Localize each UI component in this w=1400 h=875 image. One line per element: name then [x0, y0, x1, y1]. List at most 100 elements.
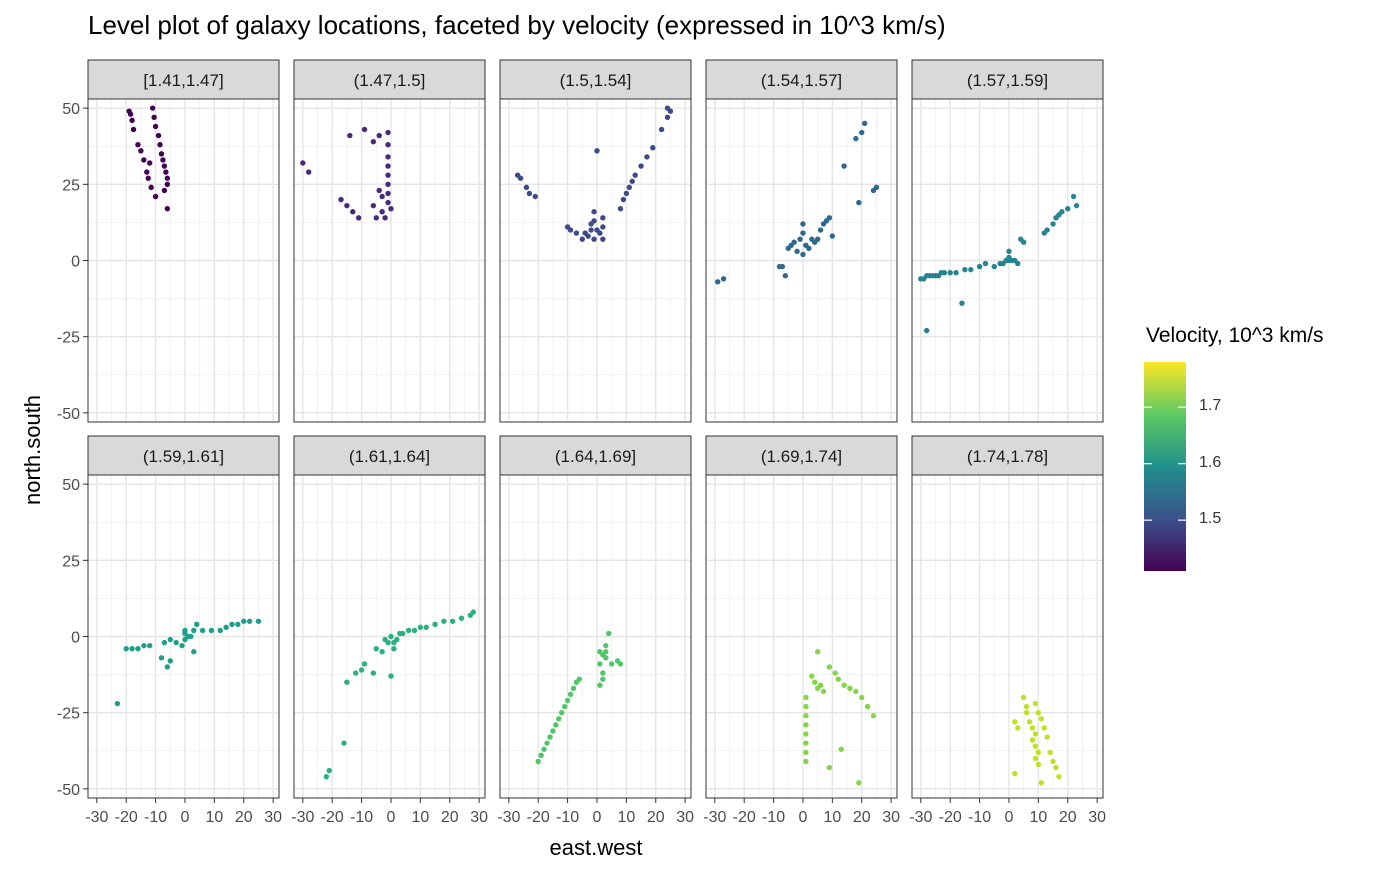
data-point	[812, 679, 818, 685]
data-point	[127, 111, 134, 117]
panel-border	[911, 474, 1104, 799]
data-point	[803, 722, 809, 728]
data-point	[617, 661, 624, 667]
colorbar-tick-label: 1.5	[1199, 510, 1222, 528]
data-point	[1044, 734, 1050, 740]
facet-strip	[293, 59, 486, 100]
data-point	[161, 163, 168, 169]
data-point	[305, 169, 312, 175]
facet-strip-label: (1.69,1.74]	[761, 447, 842, 466]
data-point	[385, 172, 391, 178]
data-point	[591, 209, 597, 215]
data-point	[791, 239, 797, 245]
data-point	[164, 181, 171, 188]
data-point	[600, 236, 606, 242]
y-tick-label: -50	[57, 782, 80, 799]
data-point	[1032, 755, 1039, 762]
data-point	[441, 618, 447, 624]
data-point	[1000, 260, 1006, 267]
data-point	[803, 694, 809, 701]
facet-strip-label: (1.5,1.54]	[560, 71, 632, 90]
facet-strip-label: (1.64,1.69]	[555, 447, 636, 466]
x-tick-label: 30	[264, 809, 282, 826]
data-point	[962, 266, 968, 273]
data-point	[817, 227, 824, 233]
x-tick-label: 30	[1088, 809, 1106, 826]
data-point	[246, 618, 253, 624]
data-point	[385, 190, 391, 197]
data-point	[803, 703, 809, 710]
data-point	[388, 673, 394, 679]
data-point	[841, 682, 847, 688]
data-point	[163, 169, 169, 175]
data-point	[864, 703, 871, 710]
colorbar-tick-label: 1.7	[1199, 397, 1222, 415]
data-point	[1047, 749, 1053, 755]
data-point	[1035, 709, 1042, 716]
data-point	[470, 609, 476, 615]
data-point	[644, 154, 650, 160]
facet-panel: (1.57,1.59]	[911, 59, 1104, 423]
y-tick-label: -25	[57, 706, 80, 723]
data-point	[526, 190, 533, 197]
facet-strip-label: (1.74,1.78]	[967, 447, 1048, 466]
data-point	[326, 767, 332, 774]
x-tick-label: 10	[823, 809, 841, 826]
data-point	[449, 618, 456, 624]
data-point	[606, 630, 612, 637]
data-point	[241, 618, 247, 624]
x-tick-label: -10	[762, 809, 785, 826]
x-tick-label: 10	[411, 809, 429, 826]
data-point	[806, 245, 812, 252]
facet-strip	[87, 59, 280, 100]
data-point	[856, 780, 862, 786]
x-tick-label: -10	[350, 809, 373, 826]
data-point	[820, 688, 827, 695]
data-point	[1056, 773, 1062, 780]
data-point	[953, 269, 959, 276]
y-tick-label: -25	[57, 330, 80, 347]
data-point	[373, 215, 379, 221]
data-point	[782, 273, 789, 279]
data-point	[353, 670, 359, 676]
data-point	[323, 773, 330, 780]
data-point	[405, 627, 412, 634]
data-point	[388, 205, 394, 212]
y-axis-label: north.south	[20, 395, 45, 505]
y-tick-label: 25	[62, 553, 80, 570]
data-point	[1041, 725, 1047, 731]
data-point	[1050, 758, 1056, 765]
data-point	[385, 129, 391, 136]
y-tick-label: 50	[62, 477, 80, 494]
data-point	[629, 178, 635, 184]
y-tick-label: 0	[71, 630, 80, 647]
data-point	[191, 649, 197, 655]
data-point	[358, 667, 365, 673]
data-point	[394, 636, 400, 643]
data-point	[1065, 205, 1071, 212]
data-point	[715, 279, 721, 285]
data-point	[591, 236, 597, 242]
data-point	[223, 624, 229, 631]
x-tick-label: 20	[1059, 809, 1077, 826]
facet-strip-label: (1.47,1.5]	[354, 71, 426, 90]
data-point	[385, 181, 391, 188]
x-tick-label: -20	[115, 809, 138, 826]
data-point	[379, 209, 385, 215]
data-point	[141, 157, 147, 163]
data-point	[1035, 749, 1042, 755]
data-point	[817, 682, 824, 688]
data-point	[1038, 780, 1044, 786]
x-tick-label: 0	[181, 809, 190, 826]
data-point	[423, 624, 429, 631]
panel-border	[499, 98, 692, 423]
data-point	[417, 624, 424, 631]
data-point	[1053, 764, 1059, 771]
x-tick-label: 10	[205, 809, 223, 826]
facet-strip-label: [1.41,1.47]	[143, 71, 223, 90]
data-point	[803, 749, 809, 755]
data-point	[161, 187, 168, 194]
data-point	[626, 184, 632, 191]
data-point	[841, 163, 847, 169]
data-point	[149, 105, 156, 111]
